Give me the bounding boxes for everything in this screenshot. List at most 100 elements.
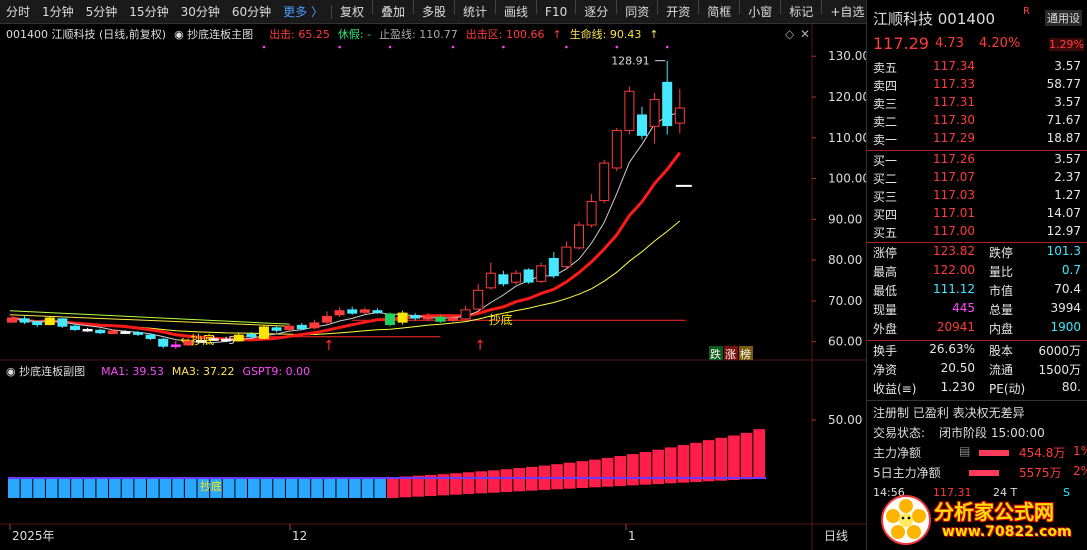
ask-volume: 3.57: [1054, 59, 1081, 73]
collapse-icon[interactable]: ◇: [785, 27, 795, 41]
tool-button-1[interactable]: 叠加: [380, 4, 405, 19]
price-change-pct: 4.20%: [979, 36, 1021, 51]
extra-badge: 1.29%: [1049, 38, 1084, 51]
sub-bar-red: [627, 454, 639, 486]
kline-chart[interactable]: 130.00 120.00 110.00 100.00 90.00 80.00 70.00 6…: [0, 0, 866, 550]
bid-volume: 2.37: [1054, 170, 1081, 184]
candle-body: [259, 326, 269, 339]
stat-label: 市值: [989, 284, 1014, 298]
x-tick-label: 1: [628, 529, 636, 543]
bid-row-4[interactable]: 买五 117.00 12.97: [873, 224, 1087, 243]
tool-button-5[interactable]: F10: [545, 4, 568, 19]
more-periods-button[interactable]: 更多 〉: [283, 4, 323, 19]
ask-row-0[interactable]: 卖五 117.34 3.57: [873, 59, 1087, 78]
tool-button-8[interactable]: 开资: [666, 4, 691, 19]
y-tick-label: 100.00: [828, 172, 866, 186]
ask-row-1[interactable]: 卖四 117.33 58.77: [873, 77, 1087, 96]
tick-volume: 24 T: [993, 486, 1018, 499]
sub-bar-blue: [184, 478, 197, 498]
chaodi-label: ←抄底: [180, 332, 214, 347]
tool-button-6[interactable]: 逐分: [584, 4, 609, 19]
ask-row-2[interactable]: 卖三 117.31 3.57: [873, 95, 1087, 114]
flow-info-icon[interactable]: ▤: [959, 444, 971, 458]
ask-row-4[interactable]: 卖一 117.29 18.87: [873, 131, 1087, 150]
stat-label: 最高: [873, 265, 898, 279]
bid-row-1[interactable]: 买二 117.07 2.37: [873, 170, 1087, 189]
stat2-label: 净资: [873, 363, 898, 377]
bid-row-3[interactable]: 买四 117.01 14.07: [873, 206, 1087, 225]
main-chart-header: 001400 江顺科技 (日线,前复权) ◉ 抄底连板主图 出击: 65.25 …: [0, 24, 812, 44]
stat2-label: 股本: [989, 344, 1014, 358]
toolbar-divider: [616, 0, 618, 14]
stat-value: 1900: [1050, 320, 1081, 334]
general-settings-button[interactable]: 通用设: [1045, 10, 1082, 26]
toolbar-divider: [698, 0, 700, 14]
stat2-label: 流通: [989, 363, 1014, 377]
sub-bar-red: [399, 476, 412, 498]
tool-button-2[interactable]: 多股: [422, 4, 447, 19]
tick-row: 14:56 117.31 24 T S: [873, 486, 1087, 505]
bid-row-0[interactable]: 买一 117.26 3.57: [873, 152, 1087, 171]
sub-bar-blue: [361, 478, 374, 498]
candle-body: [637, 114, 647, 136]
period-tab-5[interactable]: 60分钟: [231, 4, 272, 19]
ask-volume: 18.87: [1046, 131, 1081, 145]
sub-bar-blue: [298, 478, 311, 498]
stat2-value: 80.: [1061, 380, 1081, 394]
main-indicator-name[interactable]: ◉ 抄底连板主图: [174, 28, 254, 41]
candle-body: [334, 310, 345, 316]
main-flow-row: 主力净额 ▤ 454.8万 1%: [873, 444, 1087, 463]
xiujia-value: 休假: -: [337, 28, 372, 41]
candle-body: [44, 317, 55, 326]
sub-bar-blue: [58, 478, 71, 498]
bid-volume: 1.27: [1054, 188, 1081, 202]
candle-body: [196, 339, 206, 343]
period-tab-4[interactable]: 30分钟: [180, 4, 220, 19]
main-flow-pct: 1%: [1073, 444, 1087, 458]
candle-body: [284, 325, 295, 330]
tool-button-9[interactable]: 简框: [707, 4, 732, 19]
tool-button-7[interactable]: 同资: [625, 4, 650, 19]
tool-button-10[interactable]: 小窗: [748, 4, 773, 19]
bid-volume: 12.97: [1046, 224, 1081, 238]
stat2-value: 6000万: [1038, 344, 1081, 358]
period-tab-2[interactable]: 5分钟: [85, 4, 118, 19]
rank-badge: [709, 346, 723, 360]
bid-price: 117.00: [933, 224, 975, 238]
candle-body: [548, 257, 559, 277]
sub-indicator-name[interactable]: ◉ 抄底连板副图: [6, 365, 86, 378]
tool-button-0[interactable]: 复权: [339, 4, 364, 19]
sub-bar-blue: [109, 478, 121, 498]
signal-dot: [502, 45, 505, 49]
stat-value: 123.82: [933, 244, 975, 258]
tool-button-12[interactable]: +自选: [830, 4, 865, 19]
period-tab-3[interactable]: 15分钟: [129, 4, 169, 19]
candle-body: [70, 325, 80, 330]
candle-body: [473, 289, 484, 310]
candle-body: [82, 328, 93, 332]
bid-row-2[interactable]: 买三 117.03 1.27: [873, 188, 1087, 207]
candle-body: [574, 224, 584, 249]
main-indicator-label: 抄底连板主图: [187, 28, 254, 41]
tool-button-11[interactable]: 标记: [789, 4, 814, 19]
tool-button-3[interactable]: 统计: [463, 4, 488, 19]
rank-badge-label: 榜: [740, 347, 751, 361]
stat2-label: 换手: [873, 344, 898, 358]
signal-dot: [451, 45, 455, 49]
close-icon[interactable]: ✕: [800, 27, 811, 41]
stat-value: 20941: [936, 320, 975, 334]
period-tab-1[interactable]: 1分钟: [42, 4, 74, 19]
stat2-row-1: 净资 20.50 流通 1500万: [873, 361, 1087, 380]
ma-white-line: [11, 111, 680, 344]
tool-button-4[interactable]: 画线: [504, 4, 529, 19]
flower-icon: [881, 495, 931, 545]
ask-row-3[interactable]: 卖二 117.30 71.67: [873, 113, 1087, 132]
rank-badge: [739, 346, 753, 360]
r-badge: R: [1023, 6, 1030, 17]
candle-body: [599, 162, 610, 202]
chaodi-label-2: 抄底: [489, 312, 513, 327]
period-tab-0[interactable]: 分时: [6, 4, 31, 19]
candle-body: [7, 317, 17, 323]
price-change: 4.73: [935, 36, 964, 51]
sub-bar-red: [677, 445, 690, 483]
